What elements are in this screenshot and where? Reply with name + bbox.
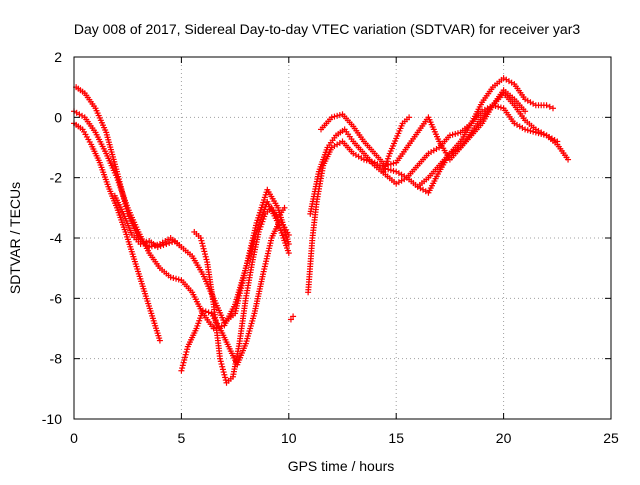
data-point-marker (336, 112, 343, 119)
y-tick-label: -2 (50, 170, 63, 186)
data-point-marker (452, 130, 459, 137)
y-tick-label: -6 (50, 290, 63, 306)
data-point-marker (201, 248, 208, 255)
data-point (178, 367, 185, 374)
data-point-marker (390, 167, 397, 174)
data-point-marker (182, 351, 189, 358)
data-point-marker (175, 276, 182, 283)
data-point (178, 244, 185, 251)
data-point (285, 250, 292, 257)
data-point (281, 204, 288, 211)
data-point-marker (220, 369, 227, 376)
data-point-marker (449, 131, 456, 138)
data-point-marker (219, 363, 226, 370)
data-point-marker (492, 103, 499, 110)
grid (74, 57, 611, 419)
data-point-marker (183, 348, 190, 355)
data-point-marker (157, 243, 164, 250)
data-point-marker (166, 240, 173, 247)
data-points (71, 75, 572, 386)
data-point-marker (169, 239, 176, 246)
data-point-marker (199, 243, 206, 250)
data-point (163, 241, 170, 248)
data-point-marker (140, 240, 147, 247)
data-point-marker (218, 361, 225, 368)
data-point (137, 241, 144, 248)
data-point (522, 108, 529, 115)
y-tick-label: -4 (50, 230, 63, 246)
data-point-marker (219, 366, 226, 373)
data-point-marker (179, 365, 186, 372)
data-point-marker (199, 240, 206, 247)
data-point (287, 316, 294, 323)
data-point-marker (181, 354, 188, 361)
data-point-marker (173, 275, 180, 282)
data-point-marker (222, 374, 229, 381)
data-point (328, 114, 335, 121)
data-point-marker (198, 237, 205, 244)
chart-title: Day 008 of 2017, Sidereal Day-to-day VTE… (74, 21, 580, 37)
y-tick-label: -10 (42, 411, 62, 427)
data-point-marker (546, 103, 553, 110)
data-point-marker (203, 256, 210, 263)
data-point-marker (205, 309, 212, 316)
data-point-marker (160, 242, 167, 249)
data-point (550, 105, 557, 112)
x-tick-label: 25 (603, 430, 619, 446)
data-point (167, 274, 174, 281)
data-point (285, 231, 292, 238)
data-point-marker (200, 245, 207, 252)
x-tick-label: 20 (496, 430, 512, 446)
data-point-marker (334, 112, 341, 119)
data-point-marker (181, 357, 188, 364)
data-point (446, 132, 453, 139)
y-tick-label: -8 (50, 351, 63, 367)
data-point-marker (495, 103, 502, 110)
data-point (210, 325, 217, 332)
data-point (154, 244, 161, 251)
data-point-marker (454, 130, 461, 137)
x-tick-label: 5 (178, 430, 186, 446)
data-point (199, 307, 206, 314)
data-point-marker (180, 359, 187, 366)
y-tick-label: 2 (54, 49, 62, 65)
data-point-marker (179, 362, 186, 369)
data-point-marker (222, 377, 229, 384)
x-tick-label: 15 (388, 430, 404, 446)
x-tick-label: 0 (70, 430, 78, 446)
data-point-marker (217, 358, 224, 365)
data-point-marker (170, 274, 177, 281)
data-point (543, 102, 550, 109)
data-point-marker (202, 308, 209, 315)
data-point (197, 235, 204, 241)
data-point-marker (497, 104, 504, 111)
data-point (522, 126, 529, 133)
data-point (217, 355, 224, 362)
data-point-marker (390, 160, 397, 167)
data-point (565, 156, 572, 163)
axis-ticks: 0 5 10 15 20 25 -10 -8 -6 -4 -2 0 2 (42, 49, 619, 446)
data-point-marker (184, 346, 191, 353)
data-point (554, 138, 561, 145)
data-point-marker (387, 167, 394, 174)
y-axis-label: SDTVAR / TECUs (7, 182, 23, 294)
data-point-marker (202, 251, 209, 258)
data-point (156, 337, 163, 344)
data-point (406, 114, 413, 121)
data-point-marker (221, 371, 228, 378)
x-axis-label: GPS time / hours (288, 458, 395, 474)
data-point-marker (202, 253, 209, 260)
data-point-marker (143, 239, 150, 246)
data-point (360, 156, 367, 163)
data-point-marker (331, 113, 338, 120)
x-tick-label: 10 (281, 430, 297, 446)
data-point-marker (527, 127, 534, 134)
data-point (290, 313, 297, 320)
data-point-marker (524, 127, 531, 134)
y-tick-label: 0 (54, 109, 62, 125)
data-point-marker (363, 157, 370, 164)
